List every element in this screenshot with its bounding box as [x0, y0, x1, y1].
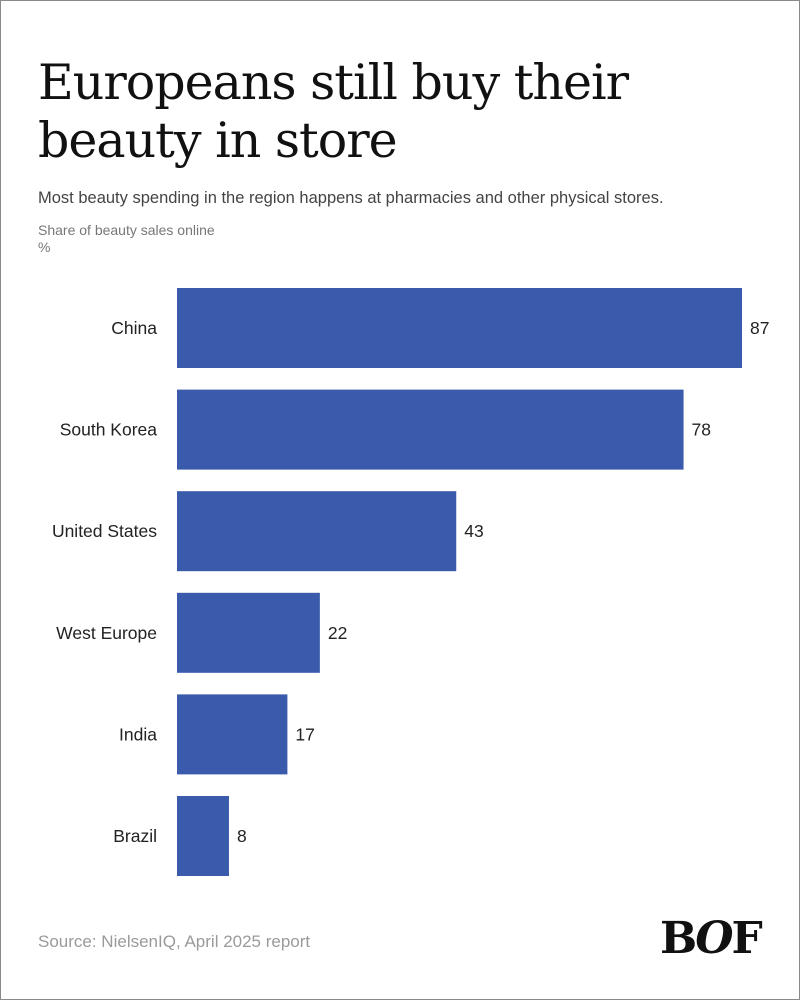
category-label: South Korea — [60, 420, 158, 440]
data-label: 17 — [295, 724, 314, 744]
bar-china — [177, 288, 742, 368]
category-label: West Europe — [56, 623, 157, 643]
chart-title: Europeans still buy their beauty in stor… — [38, 54, 629, 169]
data-label: 87 — [750, 318, 769, 338]
bar-west-europe — [177, 592, 320, 673]
axis-label: Share of beauty sales online % — [38, 222, 215, 256]
bar-india — [177, 694, 288, 775]
category-label: India — [119, 724, 157, 744]
category-label: China — [111, 318, 157, 338]
bar-brazil — [177, 796, 229, 876]
source-note: Source: NielsenIQ, April 2025 report — [38, 932, 311, 951]
category-label: United States — [52, 521, 157, 541]
bof-logo: BOF — [660, 913, 763, 964]
data-label: 43 — [464, 521, 483, 541]
data-label: 22 — [328, 623, 347, 643]
category-label: Brazil — [113, 826, 157, 846]
data-label: 8 — [237, 826, 247, 846]
measure-label: Share of beauty sales online — [38, 222, 215, 238]
chart-subtitle: Most beauty spending in the region happe… — [38, 189, 664, 207]
bar-south-korea — [177, 389, 684, 470]
data-label: 78 — [692, 420, 711, 440]
unit-label: % — [38, 239, 51, 255]
bar-united-states — [177, 491, 457, 572]
